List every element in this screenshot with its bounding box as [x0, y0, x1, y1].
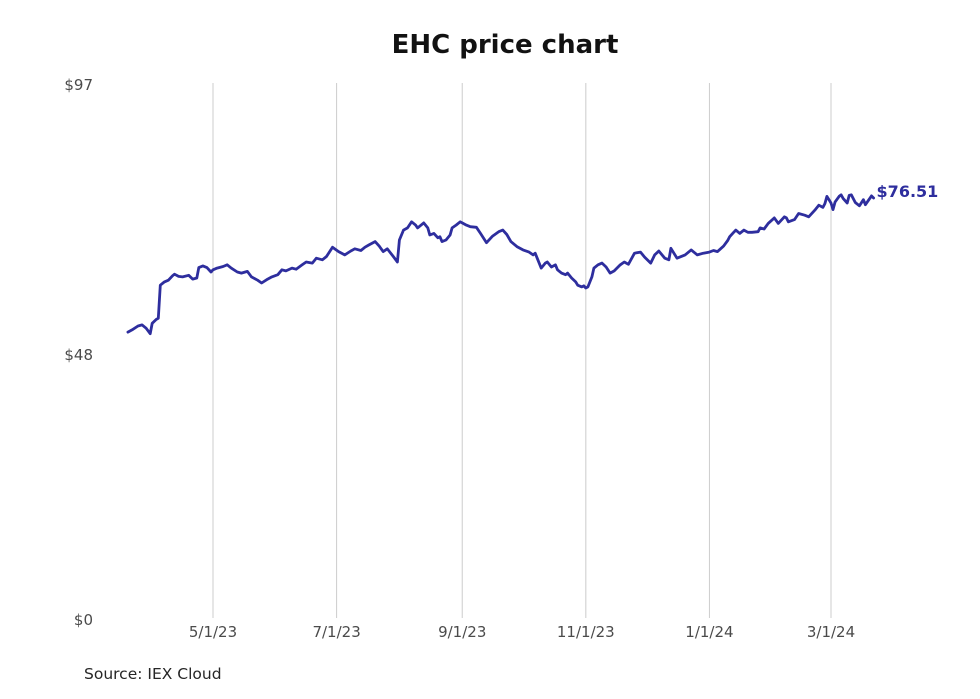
y-tick-label: $0	[73, 611, 93, 629]
y-tick-label: $97	[64, 76, 93, 94]
x-tick-label: 1/1/24	[685, 623, 734, 641]
price-line	[126, 193, 875, 336]
chart-title: EHC price chart	[391, 30, 619, 60]
source-note: Source: IEX Cloud	[84, 665, 222, 683]
last-price-label: $76.51	[876, 182, 939, 201]
x-tick-label: 3/1/24	[806, 623, 856, 641]
x-tick-label: 9/1/23	[438, 623, 487, 641]
x-tick-label: 5/1/23	[188, 623, 238, 641]
x-tick-label: 11/1/23	[556, 623, 615, 641]
y-tick-label: $48	[64, 346, 93, 365]
x-tick-label: 7/1/23	[312, 623, 361, 641]
